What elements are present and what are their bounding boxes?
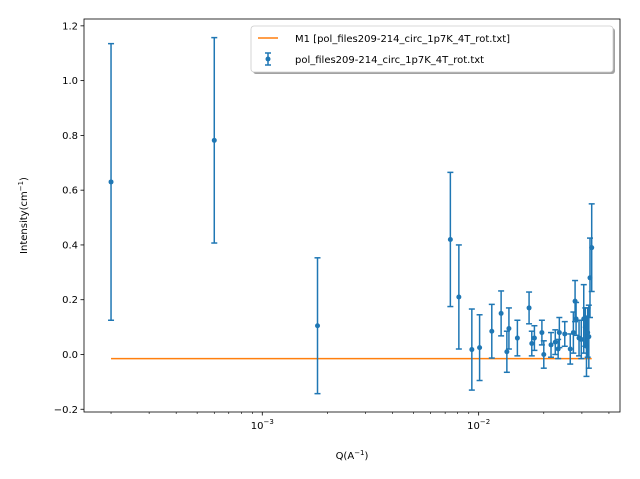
point-marker: [539, 330, 545, 336]
point-marker: [108, 179, 114, 185]
y-tick-label: 0.4: [62, 240, 78, 251]
data-point: [468, 308, 475, 391]
y-tick-label: 0.2: [62, 295, 78, 306]
point-marker: [211, 137, 217, 143]
point-marker: [469, 347, 475, 353]
data-point: [526, 291, 533, 325]
point-marker: [556, 330, 562, 336]
legend-label: M1 [pol_files209-214_circ_1p7K_4T_rot.tx…: [295, 34, 510, 45]
data-point: [556, 316, 563, 349]
point-marker: [589, 245, 595, 251]
data-point: [447, 171, 454, 308]
point-marker: [498, 310, 504, 316]
data-point: [528, 330, 535, 357]
point-marker: [447, 236, 453, 242]
y-tick-label: 1.0: [62, 76, 78, 87]
plot-frame: [83, 18, 621, 413]
y-tick-label: 0.0: [62, 350, 78, 361]
data-point: [573, 301, 580, 337]
point-marker: [489, 328, 495, 334]
y-tick-label: 0.6: [62, 186, 78, 197]
data-point: [552, 329, 559, 356]
point-marker: [315, 323, 321, 329]
point-marker: [477, 345, 483, 351]
point-marker: [570, 330, 576, 336]
data-point: [531, 324, 538, 352]
x-axis-label: Q(A−1): [336, 449, 369, 462]
y-tick-label: 0.8: [62, 131, 78, 142]
y-tick-label: −0.2: [54, 405, 78, 416]
point-marker: [541, 351, 547, 357]
point-marker: [529, 341, 535, 347]
point-marker: [552, 339, 558, 345]
point-marker: [548, 342, 554, 348]
point-marker: [506, 325, 512, 331]
data-point: [505, 307, 512, 350]
point-marker: [514, 335, 520, 341]
legend-entry: M1 [pol_files209-214_circ_1p7K_4T_rot.tx…: [258, 34, 510, 45]
data-point: [540, 340, 547, 369]
y-axis-label: Intensity(cm−1): [17, 177, 30, 254]
point-marker: [456, 294, 462, 300]
point-marker: [586, 334, 592, 340]
legend-label: pol_files209-214_circ_1p7K_4T_rot.txt: [295, 55, 484, 66]
legend-marker-swatch: [265, 56, 271, 62]
axes: −0.2 0.0 0.2 0.4 0.6 0.8 1.0 1.2 10−3 10−2: [54, 18, 621, 432]
data-point: [476, 314, 483, 382]
legend: M1 [pol_files209-214_circ_1p7K_4T_rot.tx…: [250, 25, 615, 74]
point-marker: [578, 336, 584, 342]
data-point: [455, 244, 462, 350]
point-marker: [531, 335, 537, 341]
data-point: [548, 331, 555, 358]
x-tick-label: 10−2: [467, 418, 490, 432]
plot-area: [108, 36, 595, 395]
data-point: [514, 319, 521, 357]
data-point: [498, 290, 505, 337]
point-marker: [526, 305, 532, 311]
point-marker: [567, 346, 573, 352]
data-point: [488, 303, 495, 359]
data-point: [108, 42, 115, 322]
point-marker: [562, 331, 568, 337]
data-point: [570, 311, 577, 354]
x-tick-label: 10−3: [251, 418, 274, 432]
point-marker: [504, 349, 510, 355]
y-tick-label: 1.2: [62, 21, 78, 32]
data-point: [211, 36, 218, 244]
data-point: [588, 203, 595, 293]
legend-entry: pol_files209-214_circ_1p7K_4T_rot.txt: [265, 52, 484, 66]
data-point: [314, 257, 321, 395]
legend-box: [250, 25, 614, 73]
data-point: [561, 320, 568, 348]
data-point: [585, 304, 592, 369]
